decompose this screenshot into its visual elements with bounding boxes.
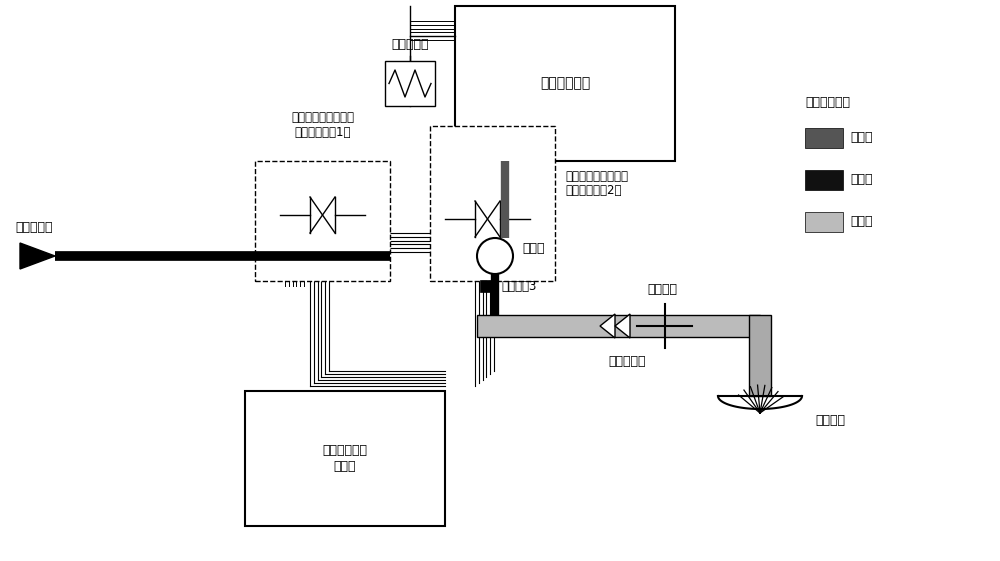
Bar <box>430 126 555 281</box>
Bar <box>749 315 771 396</box>
Text: 热敏电阻3: 热敏电阻3 <box>501 280 536 293</box>
Text: 热水区: 热水区 <box>850 131 872 145</box>
Bar <box>255 161 390 281</box>
Bar <box>385 61 435 106</box>
Bar <box>455 6 675 161</box>
Polygon shape <box>600 314 615 338</box>
Bar <box>477 315 760 337</box>
Circle shape <box>477 238 513 274</box>
Bar <box>805 170 843 190</box>
Bar <box>805 212 843 232</box>
Text: 温水区: 温水区 <box>850 215 872 228</box>
Polygon shape <box>615 314 630 338</box>
Text: 热水出水电动调节阀
（带热敏电阻2）: 热水出水电动调节阀 （带热敏电阻2） <box>565 169 628 197</box>
Polygon shape <box>20 243 55 269</box>
Text: 混水球: 混水球 <box>522 241 545 255</box>
Bar <box>480 280 496 292</box>
Text: 太阳能热水器: 太阳能热水器 <box>540 76 590 90</box>
Text: 冷水上水管: 冷水上水管 <box>15 221 52 234</box>
Text: 淋浴喷头: 淋浴喷头 <box>815 415 845 427</box>
Text: 放水球阀: 放水球阀 <box>647 283 677 296</box>
Text: 太阳能热水器
控制器: 太阳能热水器 控制器 <box>322 444 368 472</box>
Text: 使用沐浴时：: 使用沐浴时： <box>805 96 850 109</box>
Text: 冷水进水电动调节阀
（带热敏电阻1）: 冷水进水电动调节阀 （带热敏电阻1） <box>291 111 354 139</box>
Text: 冷水区: 冷水区 <box>850 173 872 186</box>
Text: 温水出水管: 温水出水管 <box>609 355 646 368</box>
Bar <box>245 391 445 526</box>
Text: 水量传感器: 水量传感器 <box>391 38 429 51</box>
Bar <box>805 128 843 148</box>
